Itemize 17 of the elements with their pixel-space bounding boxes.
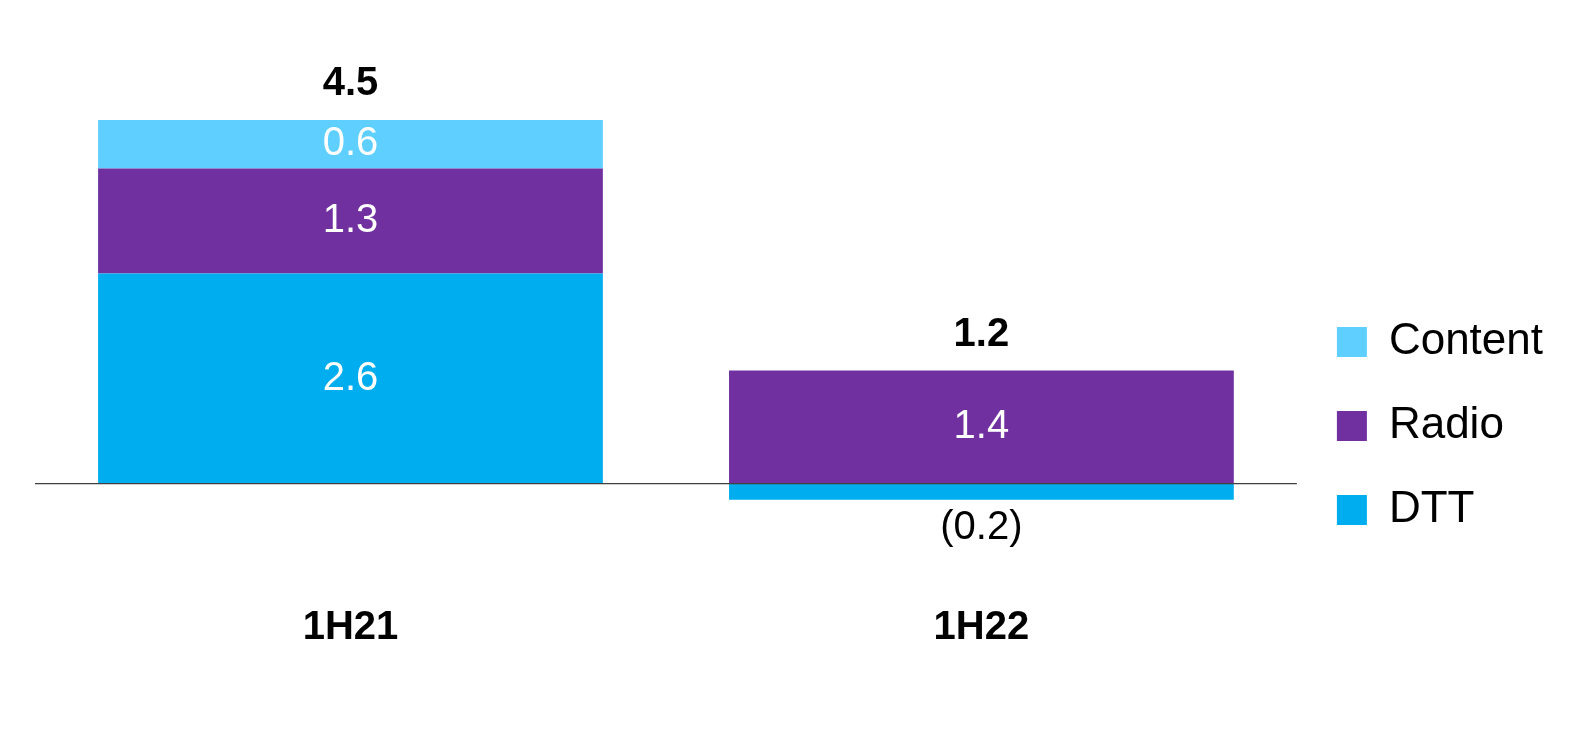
- data-label: 2.6: [322, 353, 379, 398]
- total-label: 1.2: [953, 309, 1010, 354]
- data-label: 1.4: [953, 402, 1010, 447]
- bar: [98, 168, 603, 274]
- total-label: 4.5: [322, 59, 379, 104]
- bar: [98, 273, 603, 484]
- data-label: (0.2): [940, 502, 1023, 547]
- bar: [729, 370, 1234, 484]
- legend-label: Content: [1388, 314, 1543, 364]
- x-tick-label: 1H21: [302, 603, 399, 648]
- legend-label: Radio: [1388, 398, 1504, 448]
- data-label: 1.3: [322, 196, 379, 241]
- data-label: 0.6: [322, 119, 379, 164]
- bar: [729, 483, 1234, 500]
- bar: [98, 120, 603, 169]
- x-tick-label: 1H22: [933, 603, 1030, 648]
- legend-label: DTT: [1388, 482, 1475, 532]
